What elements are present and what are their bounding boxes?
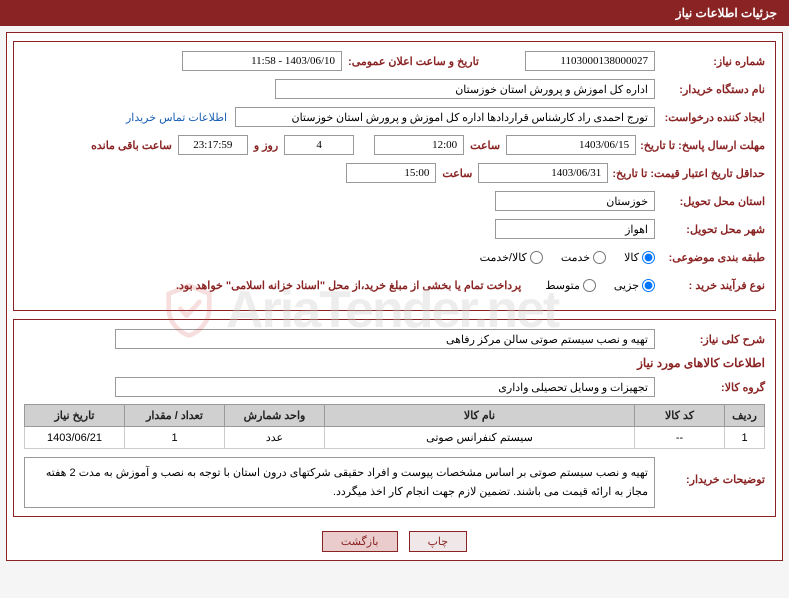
contact-link[interactable]: اطلاعات تماس خریدار — [126, 111, 227, 124]
time-label-2: ساعت — [436, 167, 478, 180]
cell-unit: عدد — [225, 427, 325, 449]
radio-service[interactable]: خدمت — [561, 251, 606, 264]
day-and-label: روز و — [248, 139, 284, 152]
province-label: استان محل تحویل: — [655, 195, 765, 208]
need-no-label: شماره نیاز: — [655, 55, 765, 68]
deadline-date: 1403/06/15 — [506, 135, 636, 155]
radio-medium[interactable]: متوسط — [545, 279, 596, 292]
process-label: نوع فرآیند خرید : — [655, 279, 765, 292]
buyer-label: نام دستگاه خریدار: — [655, 83, 765, 96]
items-table: ردیف کد کالا نام کالا واحد شمارش تعداد /… — [24, 404, 765, 449]
requester-label: ایجاد کننده درخواست: — [655, 111, 765, 124]
city-label: شهر محل تحویل: — [655, 223, 765, 236]
radio-both-input[interactable] — [530, 251, 543, 264]
details-section: شماره نیاز: 1103000138000027 تاریخ و ساع… — [13, 41, 776, 311]
radio-partial-input[interactable] — [642, 279, 655, 292]
validity-date: 1403/06/31 — [478, 163, 608, 183]
summary-section: شرح کلی نیاز: تهیه و نصب سیستم صوتی سالن… — [13, 319, 776, 517]
category-radios: کالا خدمت کالا/خدمت — [466, 251, 655, 264]
process-radios: جزیی متوسط — [531, 279, 655, 292]
th-name: نام کالا — [325, 405, 635, 427]
time-label-1: ساعت — [464, 139, 506, 152]
remaining-label: ساعت باقی مانده — [85, 139, 178, 152]
radio-goods[interactable]: کالا — [624, 251, 655, 264]
radio-partial[interactable]: جزیی — [614, 279, 655, 292]
province-value: خوزستان — [495, 191, 655, 211]
back-button[interactable]: بازگشت — [322, 531, 398, 552]
buyer-desc-label: توضیحات خریدار: — [655, 457, 765, 486]
buyer-desc-value: تهیه و نصب سیستم صوتی بر اساس مشخصات پیو… — [24, 457, 655, 508]
validity-time: 15:00 — [346, 163, 436, 183]
radio-both[interactable]: کالا/خدمت — [480, 251, 543, 264]
main-panel: شماره نیاز: 1103000138000027 تاریخ و ساع… — [6, 32, 783, 561]
cell-date: 1403/06/21 — [25, 427, 125, 449]
city-value: اهواز — [495, 219, 655, 239]
cell-row: 1 — [725, 427, 765, 449]
print-button[interactable]: چاپ — [409, 531, 468, 552]
radio-service-input[interactable] — [593, 251, 606, 264]
cell-name: سیستم کنفرانس صوتی — [325, 427, 635, 449]
page-title: جزئیات اطلاعات نیاز — [676, 6, 777, 20]
th-qty: تعداد / مقدار — [125, 405, 225, 427]
announce-label: تاریخ و ساعت اعلان عمومی: — [342, 55, 485, 68]
days-remaining: 4 — [284, 135, 354, 155]
countdown: 23:17:59 — [178, 135, 248, 155]
buyer-value: اداره کل اموزش و پرورش استان خوزستان — [275, 79, 655, 99]
th-unit: واحد شمارش — [225, 405, 325, 427]
category-label: طبقه بندی موضوعی: — [655, 251, 765, 264]
summary-value: تهیه و نصب سیستم صوتی سالن مرکز رفاهی — [115, 329, 655, 349]
summary-label: شرح کلی نیاز: — [655, 333, 765, 346]
deadline-time: 12:00 — [374, 135, 464, 155]
items-title: اطلاعات کالاهای مورد نیاز — [24, 356, 765, 370]
page-title-bar: جزئیات اطلاعات نیاز — [0, 0, 789, 26]
need-no-value: 1103000138000027 — [525, 51, 655, 71]
cell-code: -- — [635, 427, 725, 449]
group-label: گروه کالا: — [655, 381, 765, 394]
radio-goods-input[interactable] — [642, 251, 655, 264]
requester-value: تورج احمدی راد کارشناس قراردادها اداره ک… — [235, 107, 655, 127]
validity-label: حداقل تاریخ اعتبار قیمت: تا تاریخ: — [608, 167, 765, 180]
group-value: تجهیزات و وسایل تحصیلی واداری — [115, 377, 655, 397]
button-row: چاپ بازگشت — [13, 525, 776, 554]
table-row: 1--سیستم کنفرانس صوتیعدد11403/06/21 — [25, 427, 765, 449]
announce-value: 1403/06/10 - 11:58 — [182, 51, 342, 71]
radio-medium-input[interactable] — [583, 279, 596, 292]
th-date: تاریخ نیاز — [25, 405, 125, 427]
cell-qty: 1 — [125, 427, 225, 449]
payment-note: پرداخت تمام یا بخشی از مبلغ خرید،از محل … — [176, 279, 521, 292]
deadline-label: مهلت ارسال پاسخ: تا تاریخ: — [636, 139, 765, 152]
th-row: ردیف — [725, 405, 765, 427]
th-code: کد کالا — [635, 405, 725, 427]
